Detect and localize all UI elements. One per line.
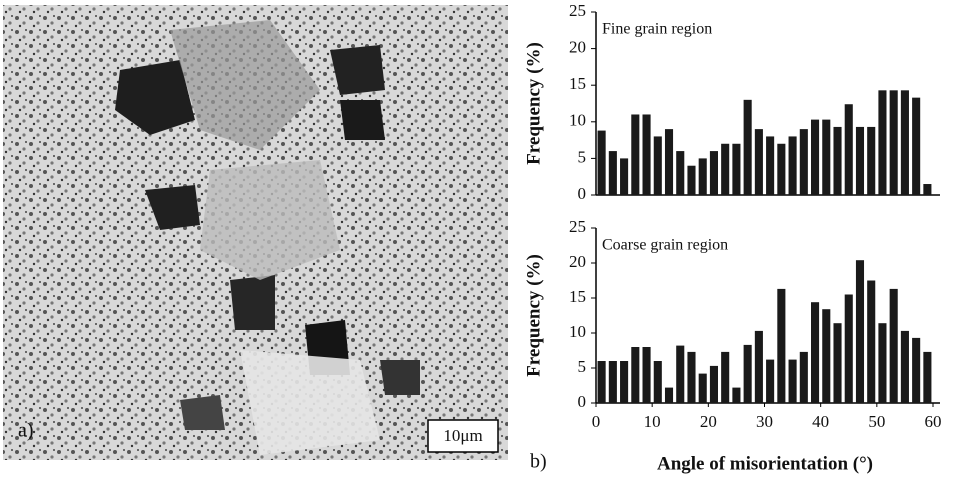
scale-bar-label: 10μm <box>443 426 482 445</box>
bar <box>799 129 808 195</box>
annotation-box <box>598 233 758 259</box>
y-tick-label: 10 <box>569 111 586 130</box>
bar <box>642 347 651 403</box>
y-tick-label: 0 <box>578 392 587 411</box>
bar <box>608 361 617 403</box>
y-axis-label: Frequency (%) <box>523 254 544 377</box>
y-tick-label: 15 <box>569 287 586 306</box>
bar <box>597 130 606 195</box>
y-tick-label: 25 <box>569 1 586 20</box>
bar <box>788 359 797 403</box>
y-tick-label: 5 <box>578 357 587 376</box>
bar <box>822 119 831 195</box>
bar <box>721 143 730 195</box>
bar <box>833 323 842 403</box>
bar <box>698 158 707 195</box>
bar <box>743 99 752 195</box>
panel-label: b) <box>530 451 547 473</box>
bar <box>620 158 629 195</box>
y-axis-label: Frequency (%) <box>523 42 544 165</box>
bar <box>664 387 674 403</box>
bar <box>811 302 820 403</box>
bar <box>889 90 898 195</box>
bar <box>676 151 685 195</box>
y-tick-label: 20 <box>569 252 586 271</box>
bar <box>754 129 763 195</box>
bar <box>799 351 808 403</box>
x-tick-label: 50 <box>868 412 885 431</box>
bar <box>687 165 696 195</box>
x-tick-label: 40 <box>812 412 829 431</box>
bar <box>743 344 752 403</box>
bar <box>777 288 786 403</box>
bar <box>698 373 707 403</box>
bar <box>709 151 718 195</box>
bar <box>608 151 617 195</box>
x-tick-label: 0 <box>592 412 601 431</box>
bar <box>597 361 606 403</box>
bar <box>676 345 685 403</box>
bar <box>766 359 775 403</box>
y-tick-label: 0 <box>578 184 587 203</box>
x-axis-label: Angle of misorientation (°) <box>657 453 873 474</box>
bar <box>664 129 674 195</box>
bar <box>642 114 651 195</box>
y-tick-label: 20 <box>569 38 586 57</box>
bar <box>855 126 865 195</box>
bar <box>844 104 853 195</box>
chart-title: Fine grain region <box>602 21 712 38</box>
panel-label: a) <box>18 420 34 442</box>
annotation-box <box>598 17 758 43</box>
x-tick-label: 20 <box>700 412 717 431</box>
bar <box>923 184 932 195</box>
bar <box>900 330 909 403</box>
bar <box>788 136 797 195</box>
y-tick-label: 25 <box>569 217 586 236</box>
bar <box>766 136 775 195</box>
bar <box>709 365 718 403</box>
bar <box>900 90 909 195</box>
bar <box>721 351 730 403</box>
bar <box>732 387 741 403</box>
x-tick-label: 60 <box>925 412 942 431</box>
bar <box>631 347 640 403</box>
bar <box>912 337 921 403</box>
bar <box>923 351 932 403</box>
bar <box>855 260 865 403</box>
bar <box>732 143 741 195</box>
y-tick-label: 15 <box>569 74 586 93</box>
bar <box>653 136 662 195</box>
bar <box>833 126 842 195</box>
bar <box>631 114 640 195</box>
y-tick-label: 5 <box>578 147 587 166</box>
bar <box>620 361 629 403</box>
bar <box>811 119 820 195</box>
bar <box>754 330 763 403</box>
x-tick-label: 10 <box>644 412 661 431</box>
bar <box>687 351 696 403</box>
chart-title: Coarse grain region <box>602 237 728 254</box>
bar <box>878 90 887 195</box>
x-tick-label: 30 <box>756 412 773 431</box>
bar <box>912 97 921 195</box>
micrograph: 10μm a) <box>3 5 508 460</box>
bar <box>653 361 662 403</box>
bar <box>844 294 853 403</box>
bar <box>878 323 887 403</box>
bar <box>867 126 876 195</box>
bar <box>777 143 786 195</box>
y-tick-label: 10 <box>569 322 586 341</box>
bar <box>889 288 898 403</box>
bar <box>867 280 876 403</box>
bar <box>822 309 831 403</box>
